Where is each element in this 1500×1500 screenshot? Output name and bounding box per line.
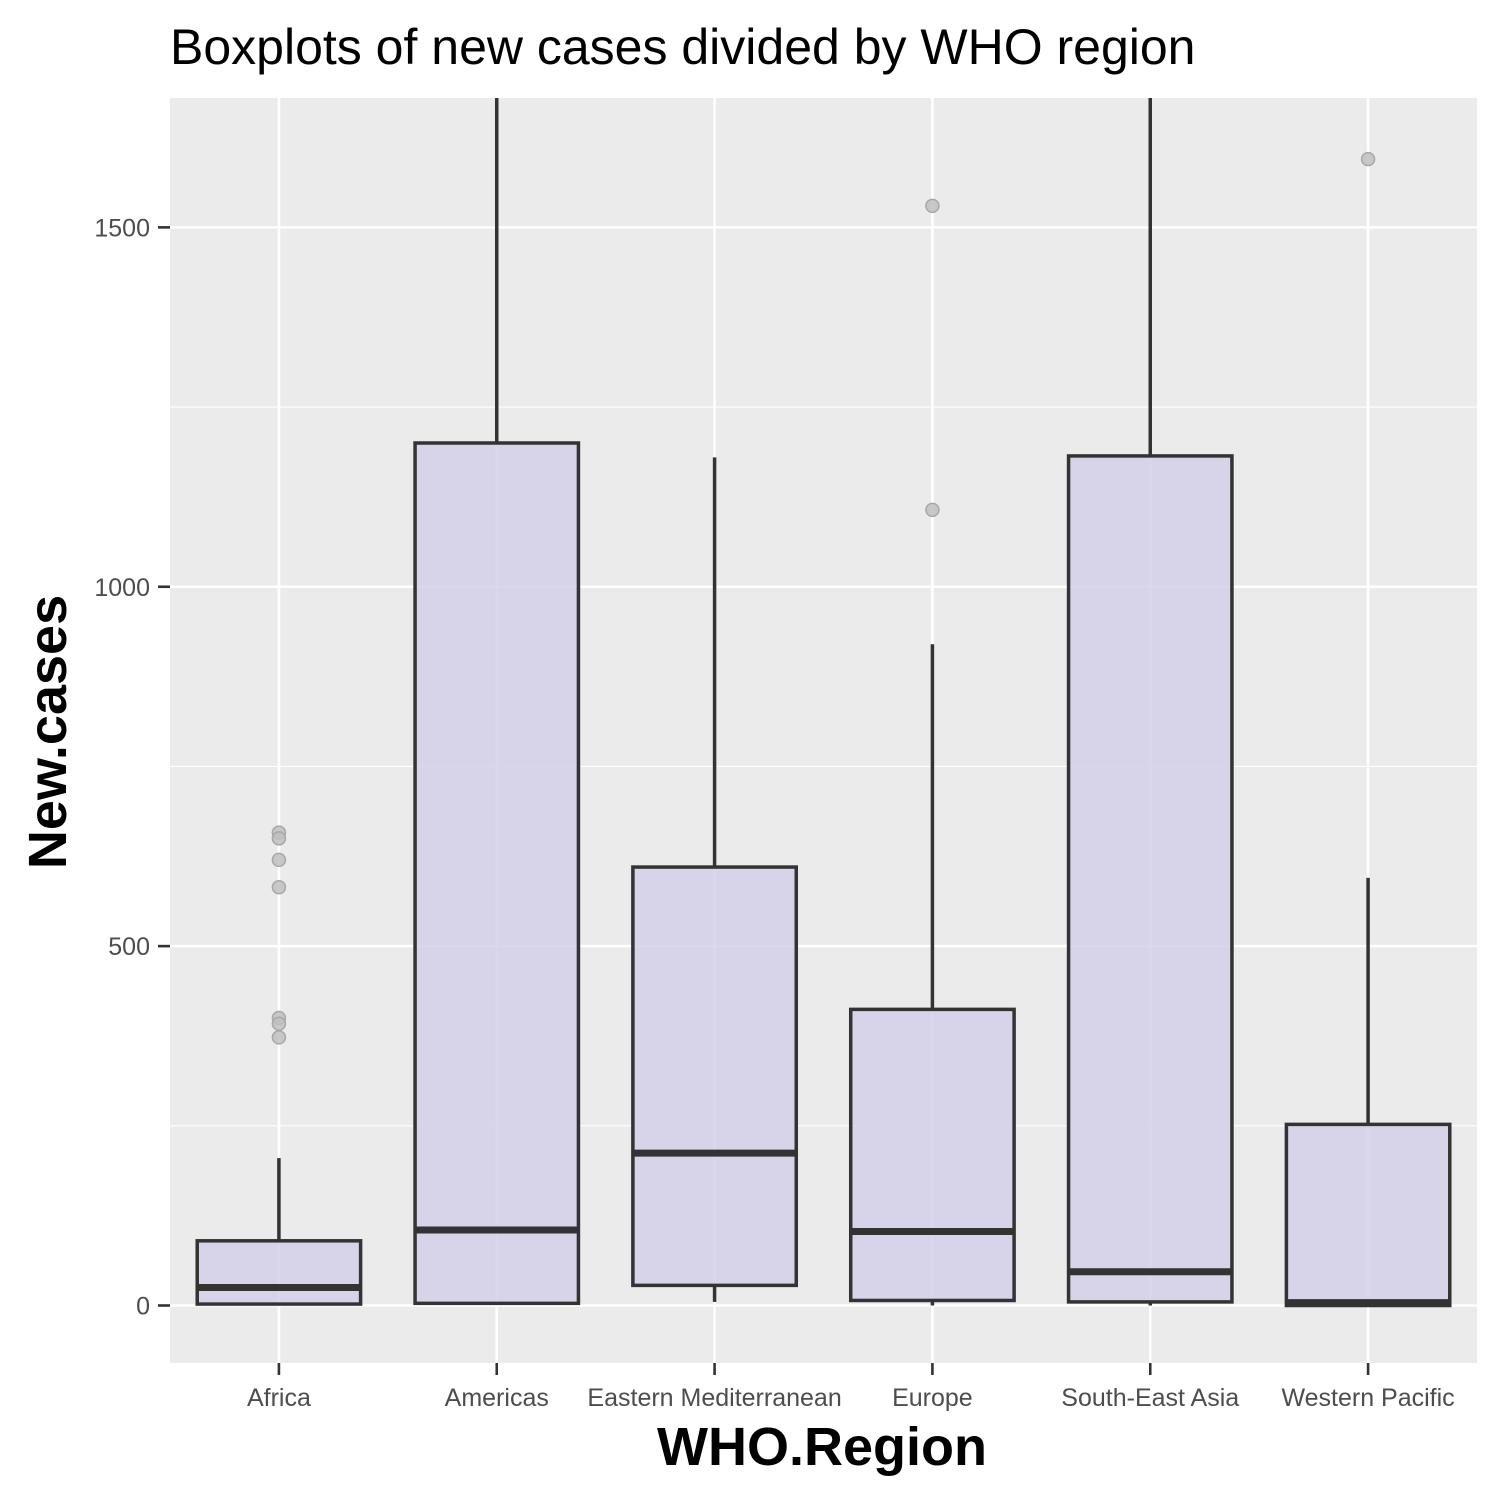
box-iqr <box>1284 1122 1452 1308</box>
box-africa <box>195 825 363 1306</box>
outlier-point <box>271 852 287 868</box>
boxes <box>195 98 1452 1308</box>
x-axis: Africa Americas Eastern Mediterranean Europ… <box>247 1363 1455 1412</box>
x-tick-label: Eastern Mediterranean <box>587 1384 841 1412</box>
y-tick-label: 0 <box>136 1293 150 1321</box>
box-iqr <box>1066 454 1234 1304</box>
box-western-pacific <box>1284 151 1452 1308</box>
x-tick-label: Western Pacific <box>1281 1384 1454 1412</box>
grid-minor <box>170 406 1477 1127</box>
plot-panel <box>170 98 1477 1363</box>
outlier-point <box>925 502 940 518</box>
y-tick-label: 500 <box>108 933 150 961</box>
outlier-point <box>271 1030 287 1045</box>
y-axis: 0 500 1000 1500 <box>94 214 170 1321</box>
box-americas <box>413 98 581 1306</box>
y-tick-label: 1000 <box>94 574 150 602</box>
outlier-point <box>925 198 940 214</box>
outlier-point <box>1360 151 1376 167</box>
box-iqr <box>413 441 581 1306</box>
x-axis-title: WHO.Region <box>657 1417 987 1477</box>
x-tick-label: Africa <box>247 1384 311 1412</box>
box-iqr <box>848 1007 1016 1303</box>
x-tick-label: South-East Asia <box>1061 1384 1239 1412</box>
y-axis-title: New.cases <box>18 595 78 869</box>
y-tick-label: 1500 <box>94 214 150 242</box>
box-europe <box>848 198 1016 1306</box>
box-iqr <box>195 1239 363 1306</box>
outlier-point <box>271 879 287 895</box>
box-iqr <box>631 865 799 1288</box>
x-tick-label: Americas <box>445 1384 549 1412</box>
outlier-point <box>271 1016 287 1031</box>
chart-title: Boxplots of new cases divided by WHO reg… <box>170 19 1196 75</box>
outlier-point <box>271 831 287 846</box>
x-tick-label: Europe <box>892 1384 973 1412</box>
box-south-east-asia <box>1066 98 1234 1306</box>
box-eastern-mediterranean <box>631 457 799 1302</box>
